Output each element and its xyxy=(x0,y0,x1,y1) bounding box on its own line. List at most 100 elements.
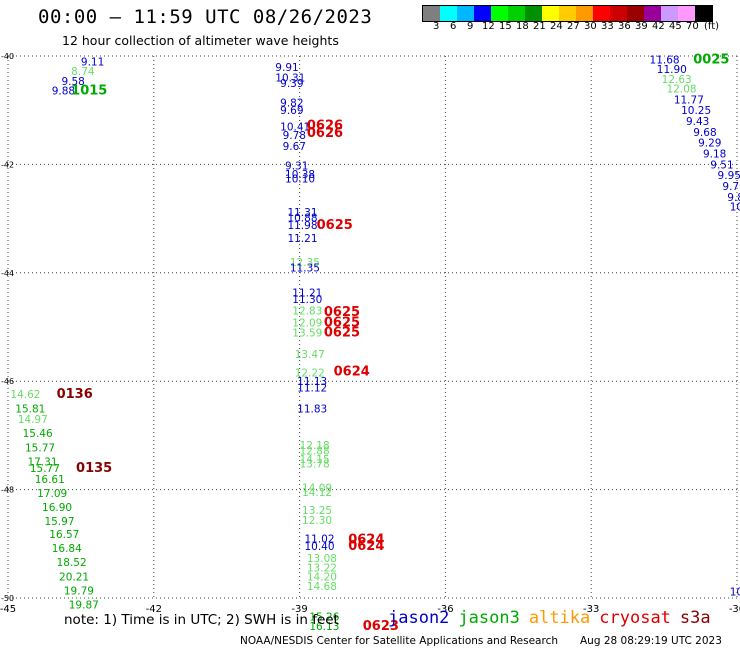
colorbar-swatch xyxy=(542,6,559,21)
wave-height-value: 9.68 xyxy=(693,127,716,139)
colorbar-swatch xyxy=(644,6,661,21)
colorbar-swatch xyxy=(593,6,610,21)
wave-height-value: 9.29 xyxy=(698,138,721,150)
colorbar-tick-label: 15 xyxy=(499,21,512,32)
lat-tick-label: -50 xyxy=(1,594,14,603)
wave-height-value: 11.77 xyxy=(674,94,704,106)
wave-height-value: 17.31 xyxy=(27,456,57,468)
wave-height-value: 15.77 xyxy=(25,442,55,454)
pass-time-label: 0625 xyxy=(324,316,360,331)
wave-height-value: 9.58 xyxy=(61,76,84,88)
wave-height-value: 9.18 xyxy=(703,149,726,161)
wave-height-value: 14.15 xyxy=(300,454,330,466)
wave-height-value: 11.21 xyxy=(287,233,317,245)
wave-height-value: 15.77 xyxy=(30,463,60,475)
lon-tick-label: -36 xyxy=(437,604,453,615)
credit-line: NOAA/NESDIS Center for Satellite Applica… xyxy=(240,635,558,647)
pass-time-label: 0624 xyxy=(348,539,384,554)
wave-height-value: 9.39 xyxy=(280,78,303,90)
swh-colorbar xyxy=(422,5,713,22)
generated-timestamp: Aug 28 08:29:19 UTC 2023 xyxy=(580,635,722,647)
wave-height-value: 9.67 xyxy=(283,141,306,153)
colorbar-tick-label: 39 xyxy=(635,21,648,32)
colorbar-swatch xyxy=(678,6,695,21)
colorbar-tick-label: 27 xyxy=(567,21,580,32)
colorbar-swatch xyxy=(491,6,508,21)
wave-height-value: 11.21 xyxy=(292,287,322,299)
wave-height-value: 16.57 xyxy=(49,529,79,541)
wave-height-value: 11.30 xyxy=(292,294,322,306)
wave-height-value: 14.20 xyxy=(307,571,337,583)
colorbar-swatch xyxy=(627,6,644,21)
pass-time-label: 0626 xyxy=(307,126,343,141)
colorbar-tick-label: 21 xyxy=(533,21,546,32)
colorbar-swatch xyxy=(610,6,627,21)
wave-height-value: 16.90 xyxy=(42,502,72,514)
legend-cryosat: cryosat xyxy=(599,608,671,628)
pass-time-label: 0135 xyxy=(76,461,112,476)
wave-height-value: 15.81 xyxy=(15,403,45,415)
wave-height-value: 14.68 xyxy=(307,581,337,593)
colorbar-swatch xyxy=(457,6,474,21)
colorbar-tick-label: 36 xyxy=(618,21,631,32)
wave-height-value: 12.08 xyxy=(667,84,697,96)
map-subtitle: 12 hour collection of altimeter wave hei… xyxy=(62,33,339,48)
colorbar-swatch xyxy=(525,6,542,21)
wave-height-value: 13.47 xyxy=(295,349,325,361)
wave-height-value: 15.46 xyxy=(23,428,53,440)
wave-height-value: 11.31 xyxy=(287,207,317,219)
wave-height-value: 15.97 xyxy=(44,516,74,528)
colorbar-tick-label: 30 xyxy=(584,21,597,32)
lon-tick-label: -39 xyxy=(291,604,307,615)
wave-height-value: 18.52 xyxy=(57,557,87,569)
wave-height-value: 9.43 xyxy=(686,116,709,128)
lon-tick-label: -42 xyxy=(146,604,162,615)
wave-height-value: 13.59 xyxy=(292,327,322,339)
pass-time-label: 0624 xyxy=(348,532,384,547)
lat-tick-label: -40 xyxy=(1,52,14,61)
colorbar-tick-label: 3 xyxy=(433,21,440,32)
wave-height-value: 13.08 xyxy=(307,553,337,565)
wave-height-value: 9.11 xyxy=(81,56,104,68)
colorbar-swatch xyxy=(474,6,491,21)
wave-height-value: 12.22 xyxy=(295,368,325,380)
wave-height-value: 13.78 xyxy=(300,459,330,471)
wave-height-value: 17.09 xyxy=(37,488,67,500)
colorbar-swatch xyxy=(440,6,457,21)
wave-height-value: 12.83 xyxy=(292,306,322,318)
colorbar-swatch xyxy=(559,6,576,21)
colorbar-swatch xyxy=(423,6,440,21)
units-note: note: 1) Time is in UTC; 2) SWH is in fe… xyxy=(64,612,339,628)
wave-height-value: 14.97 xyxy=(18,414,48,426)
wave-height-value: 20.21 xyxy=(59,571,89,583)
wave-height-value: 12.35 xyxy=(290,257,320,269)
pass-time-label: 0025 xyxy=(693,52,729,67)
wave-height-value: 11.98 xyxy=(287,220,317,232)
wave-height-value: 9.95 xyxy=(718,170,740,182)
pass-time-label: 0624 xyxy=(334,364,370,379)
lat-tick-label: -42 xyxy=(1,160,14,169)
colorbar-tick-label: 6 xyxy=(450,21,457,32)
wave-height-value: 11.12 xyxy=(297,383,327,395)
colorbar-tick-label: 12 xyxy=(482,21,495,32)
colorbar-swatch xyxy=(695,6,712,21)
lat-tick-label: -46 xyxy=(1,377,14,386)
colorbar-tick-label: 33 xyxy=(601,21,614,32)
wave-height-value: 9.91 xyxy=(275,62,298,74)
colorbar-swatch xyxy=(576,6,593,21)
wave-height-value: 10.40 xyxy=(304,541,334,553)
wave-height-value: 14.09 xyxy=(302,482,332,494)
wave-height-value: 9.70 xyxy=(722,181,740,193)
legend-altika: altika xyxy=(528,608,591,628)
wave-height-value: 9.78 xyxy=(283,130,306,142)
wave-height-value: 15.26 xyxy=(309,611,339,623)
wave-height-value: 13.25 xyxy=(302,505,332,517)
wave-height-value: 10.10 xyxy=(285,173,315,185)
wave-height-value: 9.51 xyxy=(710,159,733,171)
satellite-legend: jason2 jason3 altika cryosat s3a xyxy=(388,608,720,628)
wave-height-value: 16.13 xyxy=(309,621,339,633)
wave-height-value: 9.8 xyxy=(727,192,740,204)
wave-height-value: 11.35 xyxy=(290,262,320,274)
wave-height-value: 10 xyxy=(730,202,740,214)
wave-height-value: 16.61 xyxy=(35,474,65,486)
